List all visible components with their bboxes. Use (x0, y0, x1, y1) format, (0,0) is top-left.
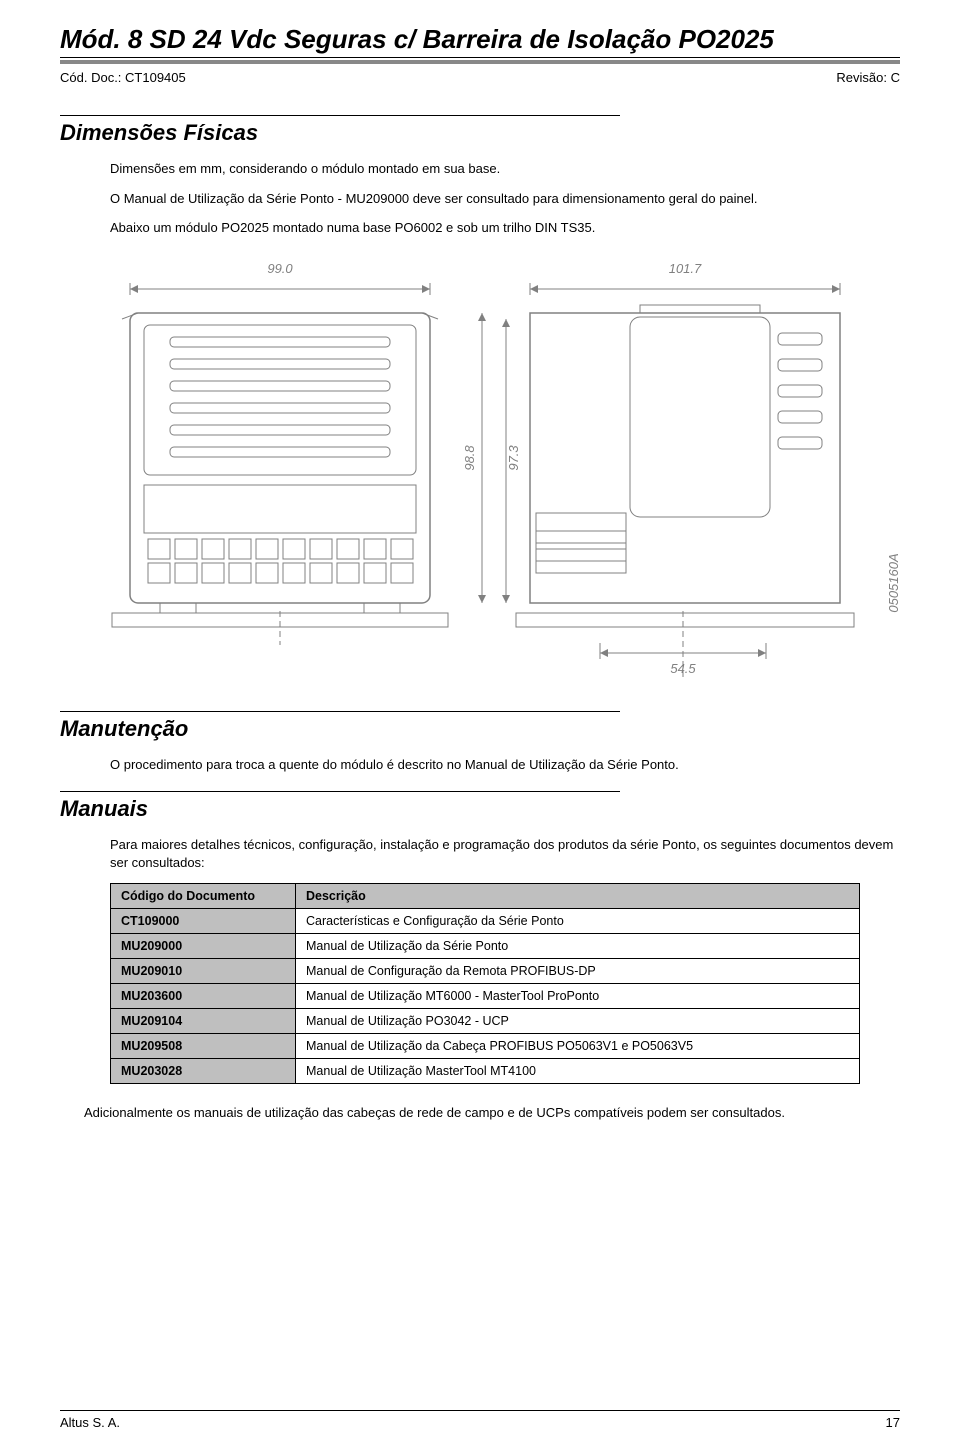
table-cell-desc: Manual de Utilização da Cabeça PROFIBUS … (296, 1034, 860, 1059)
table-cell-code: CT109000 (111, 909, 296, 934)
svg-text:101.7: 101.7 (669, 261, 702, 276)
section-title-manutencao: Manutenção (60, 716, 900, 742)
page-footer: Altus S. A. 17 (60, 1410, 900, 1430)
svg-text:97.3: 97.3 (506, 444, 521, 470)
table-cell-desc: Manual de Utilização PO3042 - UCP (296, 1009, 860, 1034)
dim-paragraph-3: Abaixo um módulo PO2025 montado numa bas… (110, 219, 900, 237)
table-cell-code: MU203600 (111, 984, 296, 1009)
section-title-dimensoes: Dimensões Físicas (60, 120, 900, 146)
footer-page-number: 17 (886, 1415, 900, 1430)
table-cell-desc: Manual de Utilização MT6000 - MasterTool… (296, 984, 860, 1009)
doc-code: Cód. Doc.: CT109405 (60, 70, 186, 85)
manut-paragraph: O procedimento para troca a quente do mó… (110, 756, 900, 774)
manuals-table: Código do Documento Descrição CT109000Ca… (110, 883, 860, 1084)
revision: Revisão: C (836, 70, 900, 85)
title-main: Mód. 8 SD 24 Vdc Seguras c/ Barreira de … (60, 24, 678, 54)
table-cell-desc: Manual de Utilização da Série Ponto (296, 934, 860, 959)
table-row: MU209010Manual de Configuração da Remota… (111, 959, 860, 984)
table-header-codigo: Código do Documento (111, 884, 296, 909)
table-row: MU209508Manual de Utilização da Cabeça P… (111, 1034, 860, 1059)
manuais-paragraph-1: Para maiores detalhes técnicos, configur… (110, 836, 900, 871)
table-cell-code: MU209010 (111, 959, 296, 984)
section-rule (60, 711, 620, 712)
header-thick-rule (60, 60, 900, 64)
table-row: CT109000Características e Configuração d… (111, 909, 860, 934)
table-header-descricao: Descrição (296, 884, 860, 909)
section-rule (60, 791, 620, 792)
table-row: MU209104Manual de Utilização PO3042 - UC… (111, 1009, 860, 1034)
table-cell-desc: Características e Configuração da Série … (296, 909, 860, 934)
table-row: MU209000Manual de Utilização da Série Po… (111, 934, 860, 959)
svg-text:98.8: 98.8 (462, 444, 477, 470)
footer-company: Altus S. A. (60, 1415, 120, 1430)
table-cell-desc: Manual de Configuração da Remota PROFIBU… (296, 959, 860, 984)
manuais-paragraph-2: Adicionalmente os manuais de utilização … (84, 1104, 900, 1122)
svg-text:99.0: 99.0 (267, 261, 293, 276)
table-cell-code: MU203028 (111, 1059, 296, 1084)
technical-drawing: 99.0101.798.897.354.50505160A (60, 253, 900, 683)
table-cell-code: MU209000 (111, 934, 296, 959)
manuals-table-wrap: Código do Documento Descrição CT109000Ca… (110, 883, 900, 1084)
dim-paragraph-1: Dimensões em mm, considerando o módulo m… (110, 160, 900, 178)
title-code: PO2025 (678, 24, 773, 54)
section-title-manuais: Manuais (60, 796, 900, 822)
header-thin-rule (60, 57, 900, 58)
svg-text:0505160A: 0505160A (886, 553, 901, 612)
document-title: Mód. 8 SD 24 Vdc Seguras c/ Barreira de … (60, 24, 900, 55)
table-row: MU203600Manual de Utilização MT6000 - Ma… (111, 984, 860, 1009)
table-cell-desc: Manual de Utilização MasterTool MT4100 (296, 1059, 860, 1084)
section-rule (60, 115, 620, 116)
footer-rule (60, 1410, 900, 1411)
dim-paragraph-2: O Manual de Utilização da Série Ponto - … (110, 190, 900, 208)
table-cell-code: MU209508 (111, 1034, 296, 1059)
table-cell-code: MU209104 (111, 1009, 296, 1034)
table-row: MU203028Manual de Utilização MasterTool … (111, 1059, 860, 1084)
